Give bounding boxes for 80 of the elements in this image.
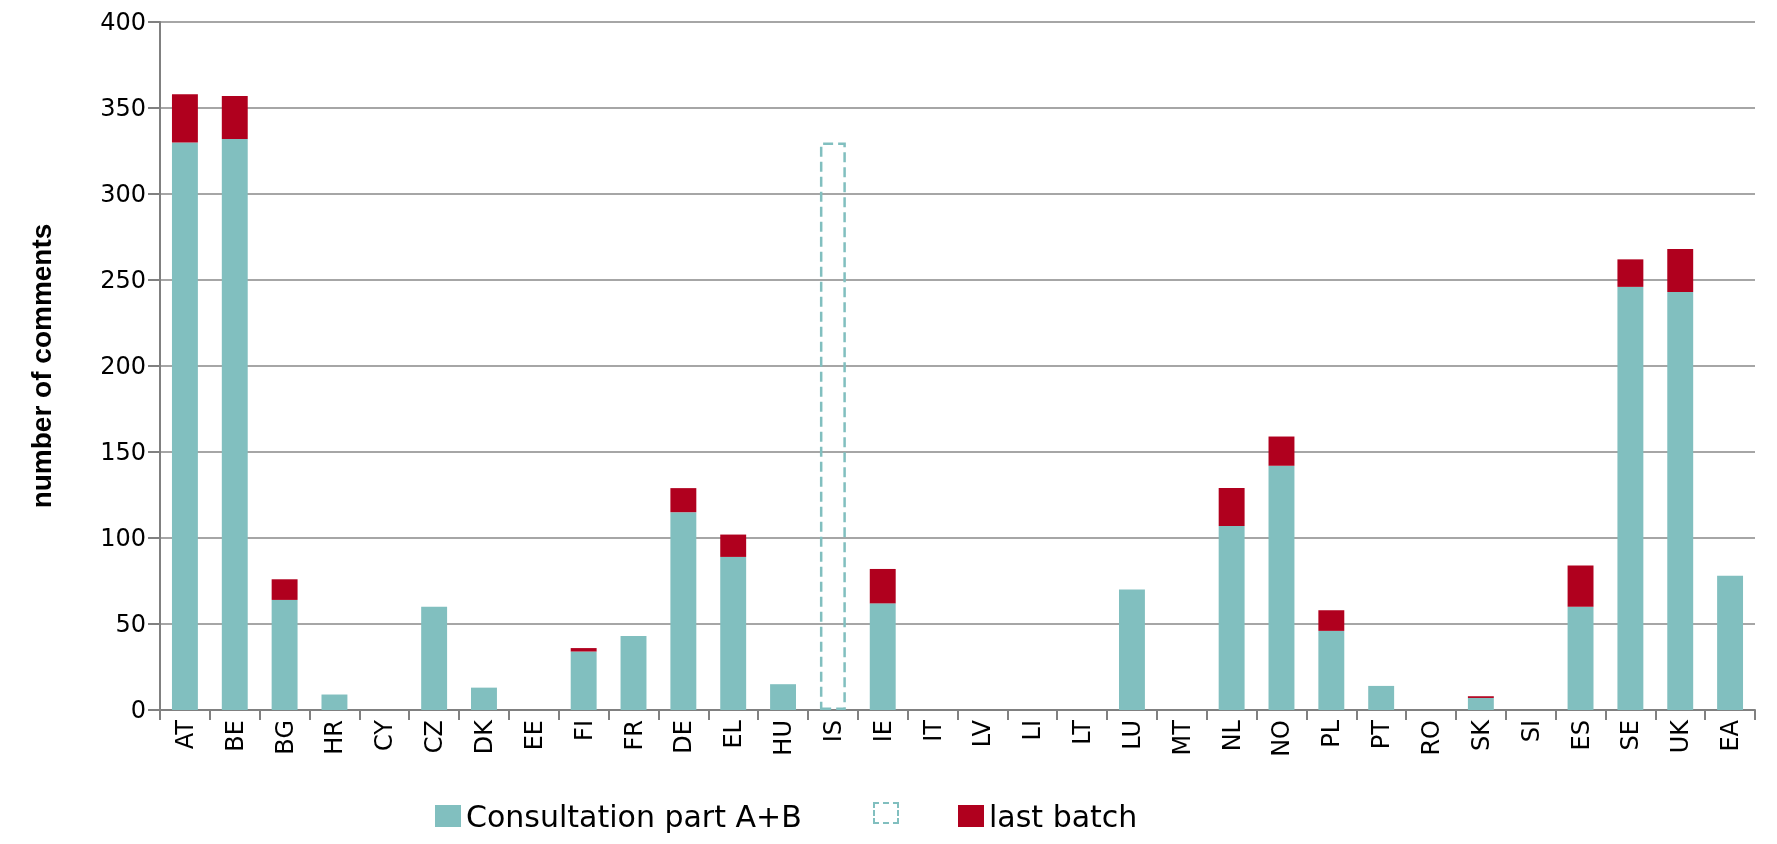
- bar: [869, 568, 896, 604]
- x-tick-label: CY: [370, 719, 399, 751]
- bar: [1368, 685, 1395, 710]
- bar: [620, 636, 647, 710]
- bar: [471, 687, 497, 710]
- bar: [1567, 606, 1594, 710]
- x-tick-label: RO: [1417, 720, 1446, 756]
- y-tick-label: 200: [100, 352, 146, 380]
- x-tick-label: NL: [1217, 719, 1246, 752]
- bar: [670, 488, 697, 513]
- y-tick-label: 0: [130, 696, 146, 724]
- bar: [171, 142, 198, 710]
- x-tick-label: BE: [220, 720, 249, 752]
- bar: [770, 684, 797, 710]
- bar: [819, 142, 846, 710]
- x-tick-label: HU: [769, 720, 798, 756]
- y-tick-label: 350: [100, 94, 146, 122]
- legend-label: last batch: [989, 798, 1138, 834]
- x-tick-label: LU: [1117, 720, 1146, 750]
- x-tick-label: PL: [1317, 719, 1346, 748]
- bar: [271, 579, 298, 600]
- x-tick-label: LV: [968, 719, 997, 748]
- x-tick-label: SK: [1466, 718, 1495, 751]
- bar: [1268, 436, 1295, 466]
- x-tick-label: HR: [320, 720, 349, 755]
- x-tick-label: DE: [669, 720, 698, 754]
- bar: [670, 512, 697, 710]
- x-tick-label: NO: [1267, 720, 1296, 757]
- legend-label: Consultation part A+B: [466, 798, 802, 834]
- x-tick-label: DK: [469, 718, 498, 755]
- bar: [1318, 630, 1345, 710]
- y-tick-label: 150: [100, 438, 146, 466]
- bar: [1467, 697, 1494, 710]
- x-tick-label: EA: [1716, 719, 1745, 752]
- x-tick-label: FR: [619, 720, 648, 751]
- x-tick-label: CZ: [420, 720, 449, 754]
- bar: [421, 606, 448, 710]
- x-tick-label: EL: [719, 719, 748, 749]
- bar: [1617, 259, 1644, 287]
- x-tick-label: PT: [1367, 719, 1396, 750]
- x-tick-label: ES: [1566, 720, 1595, 751]
- bar: [1667, 292, 1694, 710]
- bar: [1617, 286, 1644, 710]
- x-tick-label: EE: [519, 720, 548, 751]
- bar: [869, 603, 896, 710]
- bar: [1567, 565, 1594, 607]
- x-tick-label: IT: [918, 719, 947, 742]
- bar: [1218, 488, 1245, 526]
- y-tick-label: 300: [100, 180, 146, 208]
- bar: [1717, 575, 1744, 710]
- bar: [221, 138, 248, 710]
- x-tick-label: AT: [170, 719, 199, 750]
- bar: [271, 599, 298, 710]
- bar: [1268, 465, 1295, 710]
- bar: [720, 556, 747, 710]
- y-tick-label: 100: [100, 524, 146, 552]
- x-tick-label: LI: [1018, 720, 1047, 741]
- x-tick-label: SE: [1616, 720, 1645, 751]
- x-tick-label: BG: [270, 720, 299, 755]
- bar: [720, 534, 747, 557]
- y-tick-label: 50: [115, 610, 146, 638]
- y-axis-title: number of comments: [25, 223, 57, 509]
- x-tick-label: UK: [1666, 718, 1695, 754]
- x-tick-label: IS: [818, 720, 847, 743]
- y-tick-label: 250: [100, 266, 146, 294]
- bar: [171, 94, 198, 143]
- x-tick-label: MT: [1167, 719, 1196, 756]
- x-tick-label: IE: [868, 720, 897, 743]
- bar: [1318, 610, 1345, 631]
- bar: [570, 648, 597, 652]
- x-tick-label: LT: [1068, 719, 1097, 745]
- bar: [1667, 249, 1694, 293]
- bar: [1118, 589, 1145, 710]
- x-tick-label: SI: [1516, 720, 1545, 743]
- x-tick-label: FI: [569, 720, 598, 741]
- y-tick-label: 400: [100, 8, 146, 36]
- bar: [321, 694, 348, 710]
- bar: [1218, 525, 1245, 710]
- bar: [221, 95, 248, 139]
- bar: [570, 651, 597, 710]
